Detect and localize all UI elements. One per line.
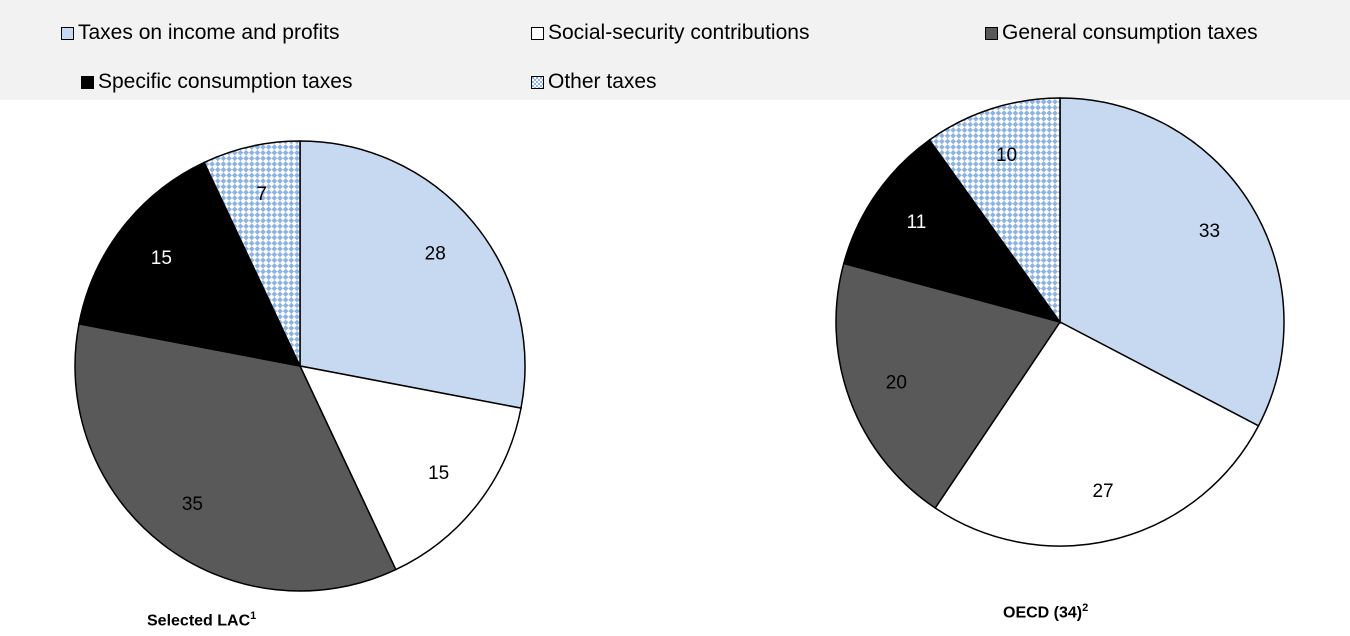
legend: Taxes on income and profits Social-secur… — [0, 0, 1350, 100]
legend-swatch-specific-consumption — [81, 75, 94, 89]
pie-slice-selected-lac-other-taxes — [203, 140, 301, 367]
legend-item-other-taxes: Other taxes — [531, 70, 657, 94]
legend-item-social-security: Social-security contributions — [531, 21, 809, 45]
legend-label-specific-consumption: Specific consumption taxes — [98, 70, 353, 93]
pie-slice-oecd-other-taxes — [928, 97, 1061, 325]
legend-swatch-social-security — [531, 26, 544, 40]
chart-title-oecd-footnote: 2 — [1082, 602, 1089, 614]
pie-slice-oecd-specific-consumption — [842, 138, 1062, 324]
data-label-selected-lac-social-security: 15 — [428, 463, 449, 484]
pie-slice-selected-lac-income-taxes — [299, 140, 526, 410]
data-label-selected-lac-income-taxes: 28 — [425, 244, 446, 265]
legend-swatch-income-taxes — [61, 26, 74, 40]
data-label-oecd-specific-consumption: 11 — [907, 212, 927, 233]
pie-slice-oecd-general-consumption — [835, 262, 1062, 510]
legend-label-social-security: Social-security contributions — [548, 21, 810, 44]
legend-label-income-taxes: Taxes on income and profits — [78, 21, 340, 44]
pie-chart-oecd: 33 27 20 11 10 — [835, 97, 1285, 547]
data-label-selected-lac-other-taxes: 7 — [256, 184, 267, 205]
chart-title-oecd-text: OECD (34) — [1003, 604, 1083, 622]
data-label-oecd-income-taxes: 33 — [1199, 221, 1220, 242]
data-label-oecd-social-security: 27 — [1092, 481, 1113, 502]
legend-item-income-taxes: Taxes on income and profits — [61, 21, 339, 45]
data-label-selected-lac-specific-consumption: 15 — [151, 248, 172, 269]
pie-slice-selected-lac-social-security — [298, 364, 522, 571]
legend-swatch-general-consumption — [985, 26, 998, 40]
pie-chart-selected-lac: 28 15 35 15 7 — [74, 140, 526, 592]
data-label-selected-lac-general-consumption: 35 — [182, 494, 203, 515]
chart-title-selected-lac: Selected LAC1 — [147, 610, 256, 630]
pie-slice-selected-lac-general-consumption — [74, 322, 397, 592]
legend-item-specific-consumption: Specific consumption taxes — [81, 70, 352, 94]
legend-item-general-consumption: General consumption taxes — [985, 21, 1258, 45]
data-label-oecd-other-taxes: 10 — [996, 145, 1017, 166]
legend-label-other-taxes: Other taxes — [548, 70, 657, 93]
pie-slice-oecd-social-security — [934, 321, 1260, 547]
legend-swatch-other-taxes — [531, 75, 544, 89]
legend-label-general-consumption: General consumption taxes — [1002, 21, 1258, 44]
pie-slice-selected-lac-specific-consumption — [78, 161, 302, 368]
chart-title-selected-lac-footnote: 1 — [250, 610, 257, 622]
pie-slice-oecd-income-taxes — [1059, 97, 1285, 427]
data-label-oecd-general-consumption: 20 — [886, 373, 907, 394]
chart-title-selected-lac-text: Selected LAC — [147, 612, 251, 630]
chart-title-oecd: OECD (34)2 — [1003, 602, 1088, 622]
